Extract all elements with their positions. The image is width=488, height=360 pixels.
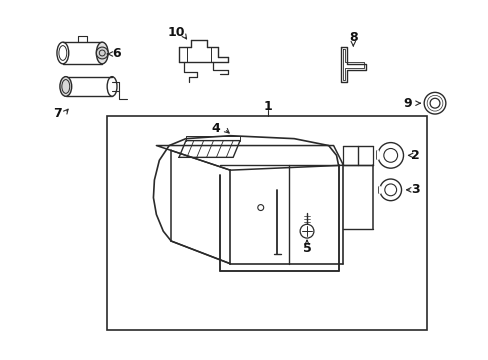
Text: 3: 3 <box>410 183 419 196</box>
Text: 1: 1 <box>263 100 271 113</box>
Text: 7: 7 <box>54 107 62 120</box>
Text: 5: 5 <box>302 242 311 255</box>
Text: 9: 9 <box>402 97 411 110</box>
Bar <box>107 116 426 330</box>
Ellipse shape <box>60 77 72 96</box>
Ellipse shape <box>96 42 108 64</box>
Text: 2: 2 <box>410 149 419 162</box>
Text: 4: 4 <box>211 122 220 135</box>
Text: 8: 8 <box>348 31 357 44</box>
Text: 6: 6 <box>112 48 121 60</box>
Text: 10: 10 <box>167 26 184 39</box>
Circle shape <box>96 47 108 59</box>
